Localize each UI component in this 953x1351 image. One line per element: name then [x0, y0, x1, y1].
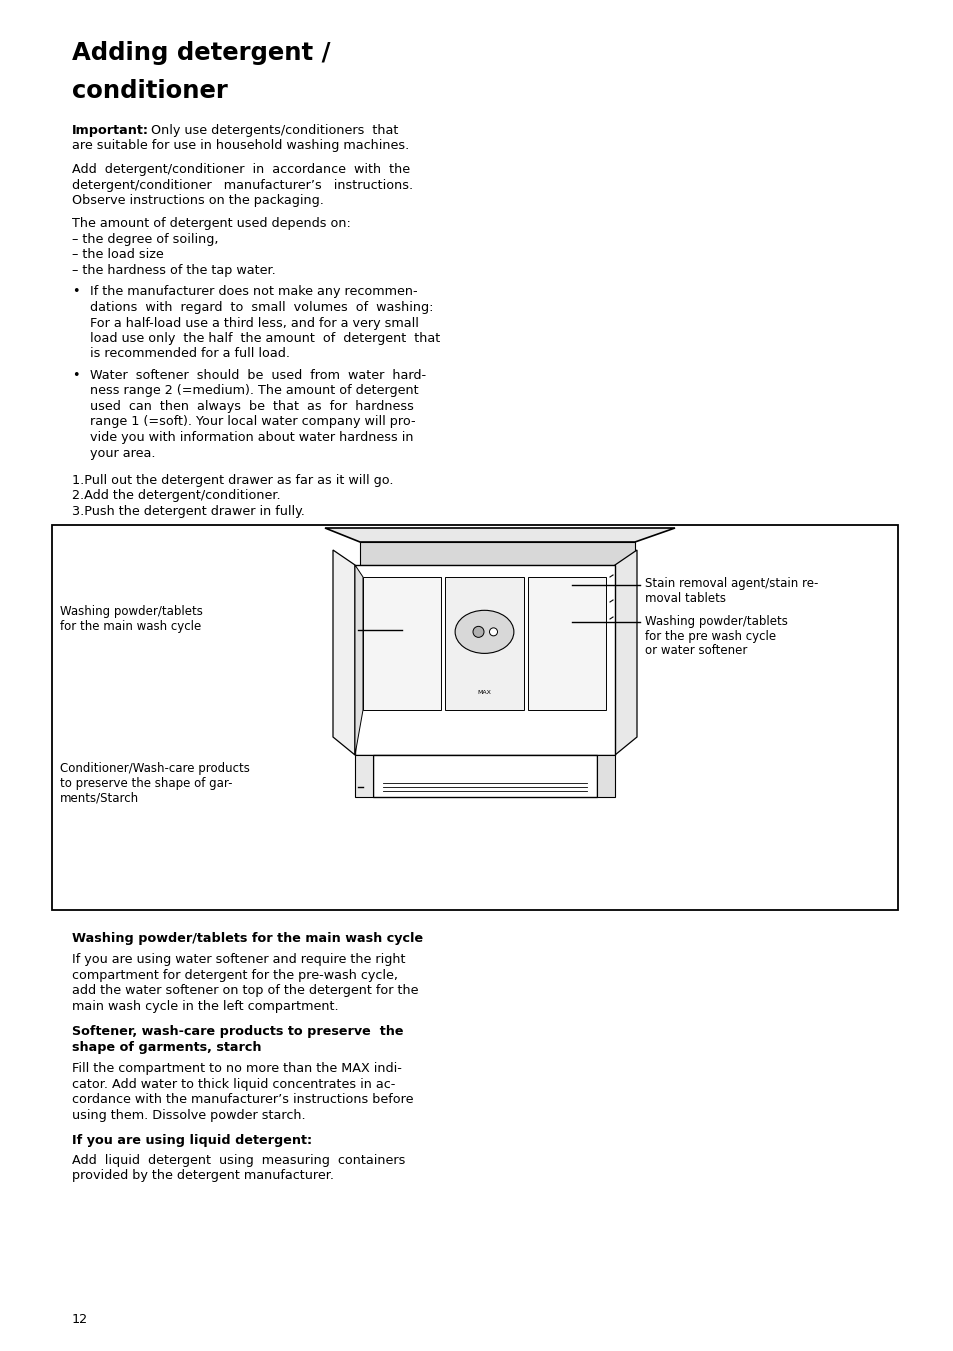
Bar [527, 577, 605, 711]
Text: cordance with the manufacturer’s instructions before: cordance with the manufacturer’s instruc… [71, 1093, 413, 1106]
Text: 1.Pull out the detergent drawer as far as it will go.: 1.Pull out the detergent drawer as far a… [71, 474, 393, 486]
Text: range 1 (=soft). Your local water company will pro-: range 1 (=soft). Your local water compan… [90, 416, 416, 428]
Text: Important:: Important: [71, 124, 149, 136]
Text: provided by the detergent manufacturer.: provided by the detergent manufacturer. [71, 1170, 334, 1182]
Text: conditioner: conditioner [71, 78, 228, 103]
Text: – the hardness of the tap water.: – the hardness of the tap water. [71, 263, 275, 277]
Text: MAX: MAX [477, 690, 491, 694]
Text: If the manufacturer does not make any recommen-: If the manufacturer does not make any re… [90, 285, 417, 299]
Text: Water  softener  should  be  used  from  water  hard-: Water softener should be used from water… [90, 369, 426, 382]
Polygon shape [615, 550, 637, 755]
Text: or water softener: or water softener [644, 644, 746, 658]
Text: used  can  then  always  be  that  as  for  hardness: used can then always be that as for hard… [90, 400, 414, 413]
Text: The amount of detergent used depends on:: The amount of detergent used depends on: [71, 218, 351, 231]
Text: compartment for detergent for the pre-wash cycle,: compartment for detergent for the pre-wa… [71, 969, 397, 982]
Text: for the pre wash cycle: for the pre wash cycle [644, 630, 776, 643]
Text: Add  liquid  detergent  using  measuring  containers: Add liquid detergent using measuring con… [71, 1154, 405, 1167]
Text: dations  with  regard  to  small  volumes  of  washing:: dations with regard to small volumes of … [90, 301, 433, 313]
Text: for the main wash cycle: for the main wash cycle [60, 620, 201, 634]
Text: ness range 2 (=medium). The amount of detergent: ness range 2 (=medium). The amount of de… [90, 385, 418, 397]
Text: Adding detergent /: Adding detergent / [71, 41, 330, 65]
Text: Add  detergent/conditioner  in  accordance  with  the: Add detergent/conditioner in accordance … [71, 163, 410, 176]
Text: using them. Dissolve powder starch.: using them. Dissolve powder starch. [71, 1109, 305, 1121]
Bar [355, 565, 615, 755]
Text: ments/Starch: ments/Starch [60, 792, 139, 804]
Text: Washing powder/tablets: Washing powder/tablets [60, 605, 203, 619]
Text: •: • [71, 285, 79, 299]
Ellipse shape [455, 611, 514, 654]
Text: is recommended for a full load.: is recommended for a full load. [90, 347, 290, 361]
Text: Softener, wash-care products to preserve  the: Softener, wash-care products to preserve… [71, 1025, 403, 1039]
Polygon shape [355, 755, 373, 797]
Bar [52, 526, 897, 911]
Text: moval tablets: moval tablets [644, 592, 725, 605]
Text: If you are using liquid detergent:: If you are using liquid detergent: [71, 1135, 312, 1147]
Polygon shape [355, 565, 363, 755]
Text: Washing powder/tablets: Washing powder/tablets [644, 615, 787, 628]
Polygon shape [597, 755, 615, 797]
Text: load use only  the half  the amount  of  detergent  that: load use only the half the amount of det… [90, 332, 439, 345]
Text: If you are using water softener and require the right: If you are using water softener and requ… [71, 954, 405, 966]
Text: – the load size: – the load size [71, 249, 164, 262]
Text: your area.: your area. [90, 446, 155, 459]
Text: •: • [71, 369, 79, 382]
Text: Observe instructions on the packaging.: Observe instructions on the packaging. [71, 195, 323, 207]
Circle shape [489, 628, 497, 636]
Text: 3.Push the detergent drawer in fully.: 3.Push the detergent drawer in fully. [71, 505, 305, 517]
Text: are suitable for use in household washing machines.: are suitable for use in household washin… [71, 139, 409, 153]
Text: – the degree of soiling,: – the degree of soiling, [71, 232, 218, 246]
Polygon shape [359, 542, 635, 565]
Text: vide you with information about water hardness in: vide you with information about water ha… [90, 431, 413, 444]
Bar [363, 577, 441, 711]
Text: Fill the compartment to no more than the MAX indi-: Fill the compartment to no more than the… [71, 1062, 401, 1075]
Text: cator. Add water to thick liquid concentrates in ac-: cator. Add water to thick liquid concent… [71, 1078, 395, 1092]
Text: add the water softener on top of the detergent for the: add the water softener on top of the det… [71, 985, 418, 997]
Text: Only use detergents/conditioners  that: Only use detergents/conditioners that [147, 124, 398, 136]
Bar [373, 755, 597, 797]
Text: to preserve the shape of gar-: to preserve the shape of gar- [60, 777, 233, 790]
Polygon shape [333, 550, 355, 755]
Polygon shape [325, 528, 675, 542]
Circle shape [473, 627, 483, 638]
Text: Stain removal agent/stain re-: Stain removal agent/stain re- [644, 577, 818, 590]
Text: shape of garments, starch: shape of garments, starch [71, 1042, 261, 1054]
Bar [445, 577, 523, 711]
Text: Conditioner/Wash-care products: Conditioner/Wash-care products [60, 762, 250, 775]
Text: 2.Add the detergent/conditioner.: 2.Add the detergent/conditioner. [71, 489, 280, 503]
Text: 12: 12 [71, 1313, 88, 1325]
Text: Washing powder/tablets for the main wash cycle: Washing powder/tablets for the main wash… [71, 932, 423, 944]
Text: For a half-load use a third less, and for a very small: For a half-load use a third less, and fo… [90, 316, 418, 330]
Text: main wash cycle in the left compartment.: main wash cycle in the left compartment. [71, 1000, 338, 1013]
Text: detergent/conditioner   manufacturer’s   instructions.: detergent/conditioner manufacturer’s ins… [71, 178, 413, 192]
